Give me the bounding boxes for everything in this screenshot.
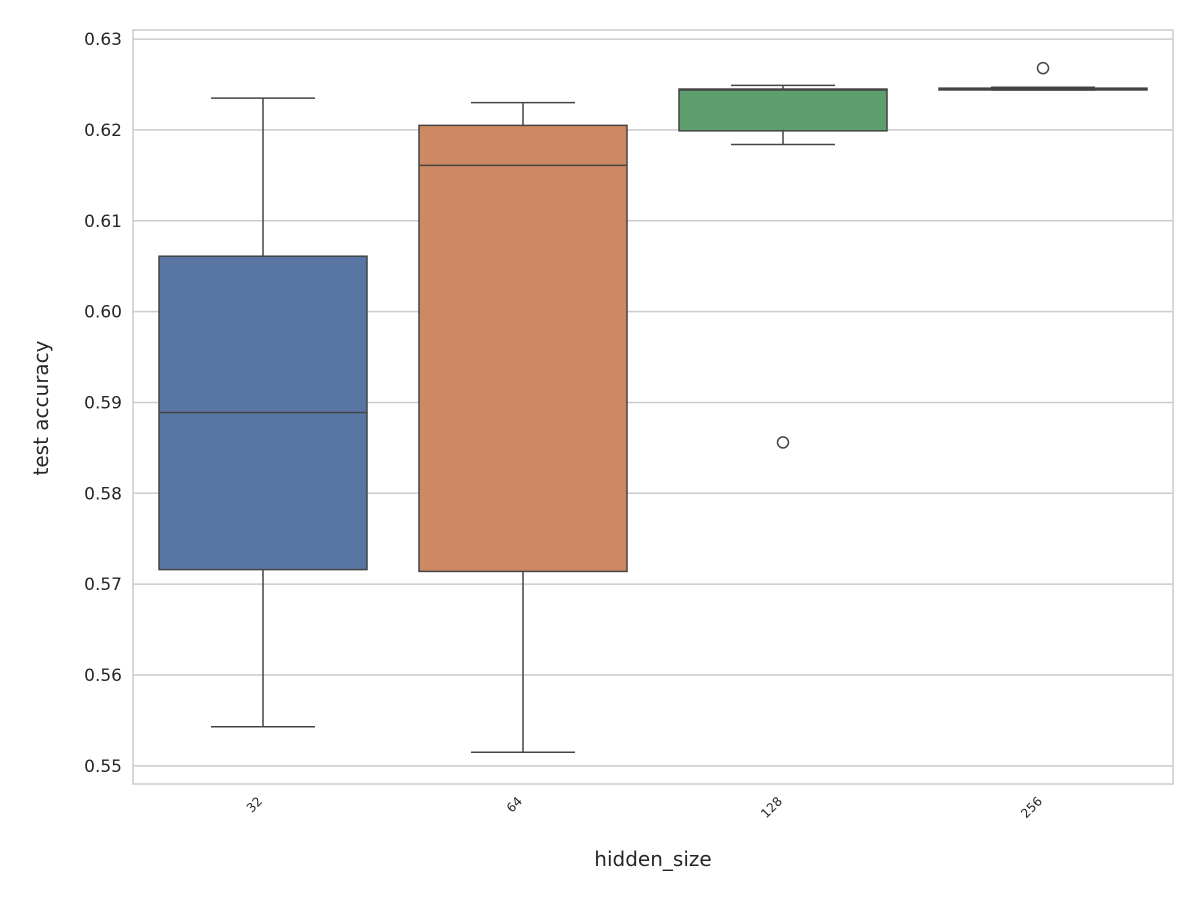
y-tick-label: 0.55 xyxy=(84,757,122,777)
x-tick-labels: 32 64 128 256 xyxy=(243,793,1045,821)
outlier-point xyxy=(776,436,790,449)
y-tick-label: 0.57 xyxy=(84,575,122,595)
y-tick-label: 0.63 xyxy=(84,30,122,50)
y-tick-label: 0.56 xyxy=(84,666,122,686)
outlier-point xyxy=(1036,61,1050,75)
x-tick-label: 32 xyxy=(243,794,265,816)
iqr-box xyxy=(678,88,888,132)
y-tick-label: 0.61 xyxy=(84,212,122,232)
box-32 xyxy=(158,97,368,728)
x-tick-label: 64 xyxy=(503,793,525,815)
y-tick-label: 0.62 xyxy=(84,121,122,141)
y-axis-label: test accuracy xyxy=(29,340,53,475)
y-tick-label: 0.60 xyxy=(84,303,122,323)
x-axis-label: hidden_size xyxy=(594,847,711,871)
y-tick-label: 0.59 xyxy=(84,393,122,413)
box-256 xyxy=(938,61,1148,91)
iqr-box xyxy=(418,124,628,573)
x-tick-label: 256 xyxy=(1018,793,1046,821)
y-tick-label: 0.58 xyxy=(84,484,122,504)
plot-area-frame xyxy=(132,29,1174,785)
boxes-group xyxy=(158,61,1148,753)
box-128 xyxy=(678,84,888,449)
box-64 xyxy=(418,101,628,753)
x-tick-label: 128 xyxy=(758,793,786,821)
y-tick-labels: 0.55 0.56 0.57 0.58 0.59 0.60 0.61 0.62 0.63 xyxy=(84,30,122,777)
